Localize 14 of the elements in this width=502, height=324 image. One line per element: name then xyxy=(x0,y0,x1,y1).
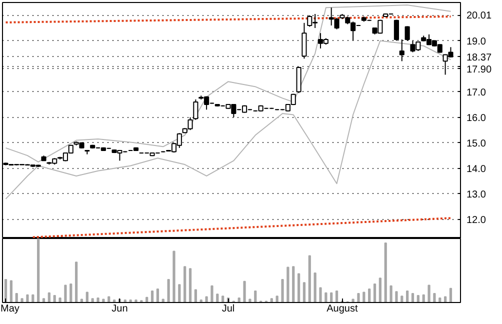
y-tick-label: 14.0 xyxy=(466,164,486,175)
y-tick-label: 15.0 xyxy=(466,138,486,150)
y-tick-label: 20.01 xyxy=(466,10,492,22)
x-tick-label: Jul xyxy=(222,304,235,314)
y-tick-label: 12.0 xyxy=(466,214,486,226)
y-tick-label: 16.0 xyxy=(466,112,486,124)
y-tick-label: 19.0 xyxy=(466,36,486,48)
y-tick-label: 17.0 xyxy=(466,87,486,98)
y-tick-label: 18.37 xyxy=(466,52,492,64)
x-tick-label: Jun xyxy=(112,304,128,314)
x-tick-label: August xyxy=(326,304,358,314)
y-tick-label: 13.0 xyxy=(466,189,486,200)
y-tick-label: 17.90 xyxy=(466,64,492,76)
x-tick-label: May xyxy=(0,304,20,314)
